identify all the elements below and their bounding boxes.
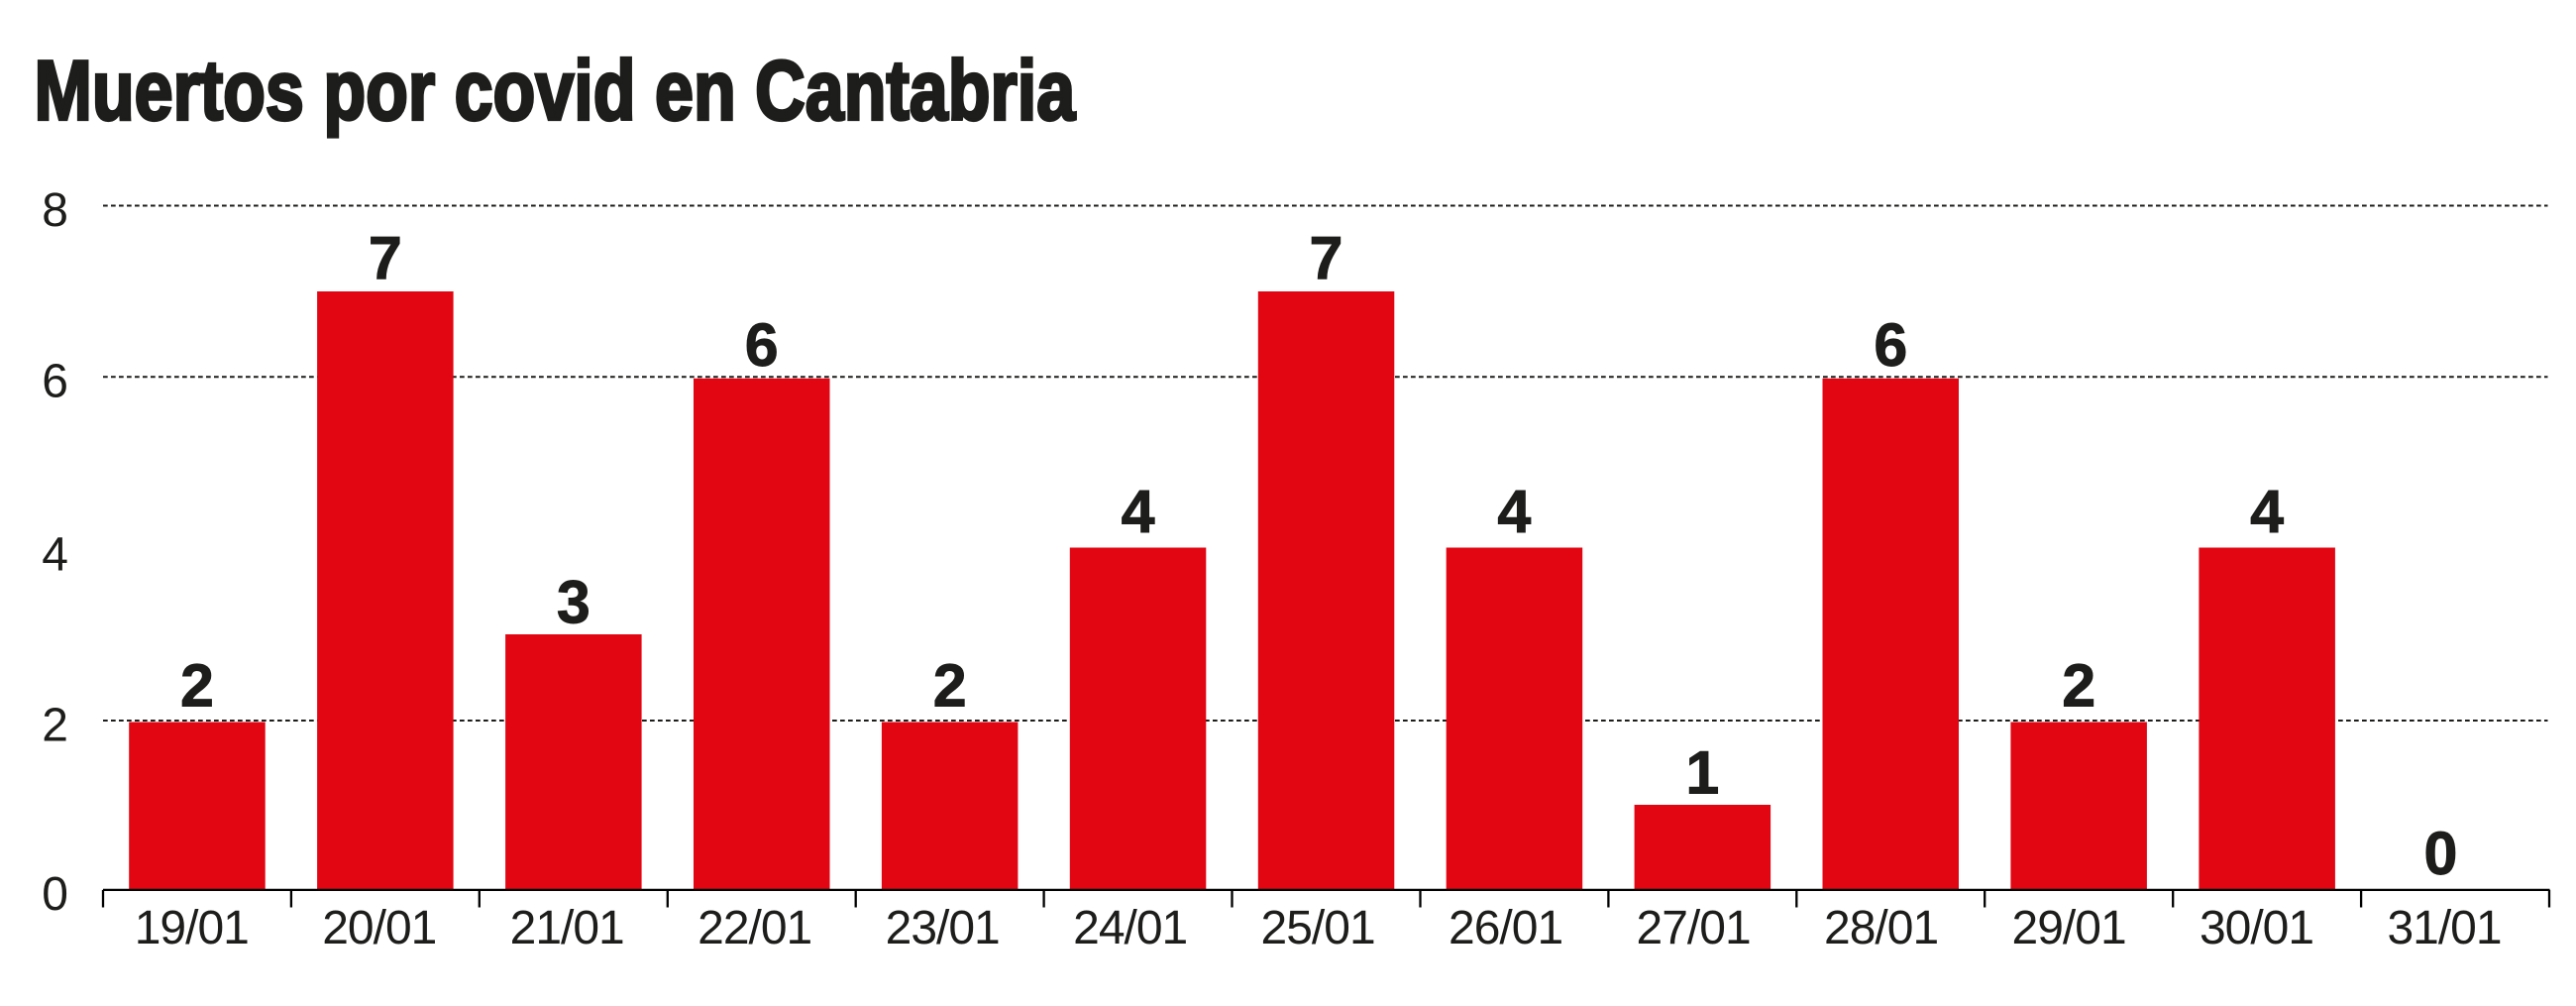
svg-text:0: 0 <box>42 868 68 921</box>
svg-text:2: 2 <box>933 652 967 720</box>
svg-text:30/01: 30/01 <box>2200 902 2313 954</box>
svg-text:21/01: 21/01 <box>510 902 624 954</box>
svg-text:24/01: 24/01 <box>1073 902 1187 954</box>
svg-text:4: 4 <box>2250 478 2284 545</box>
svg-text:6: 6 <box>1874 311 1907 379</box>
svg-text:7: 7 <box>1310 225 1343 292</box>
svg-text:6: 6 <box>745 311 779 379</box>
svg-text:4: 4 <box>42 529 68 582</box>
svg-text:2: 2 <box>180 652 214 720</box>
svg-text:7: 7 <box>369 225 402 292</box>
svg-text:0: 0 <box>2424 820 2458 887</box>
svg-text:28/01: 28/01 <box>1824 902 1938 954</box>
svg-text:4: 4 <box>1122 478 1155 545</box>
svg-text:19/01: 19/01 <box>135 902 249 954</box>
svg-text:25/01: 25/01 <box>1261 902 1375 954</box>
svg-text:1: 1 <box>1685 739 1719 807</box>
svg-text:22/01: 22/01 <box>698 902 811 954</box>
svg-text:2: 2 <box>2062 652 2095 720</box>
svg-text:Muertos por covid en Cantabria: Muertos por covid en Cantabria <box>35 43 1076 138</box>
svg-text:20/01: 20/01 <box>322 902 436 954</box>
svg-text:23/01: 23/01 <box>886 902 1000 954</box>
svg-text:4: 4 <box>1497 478 1531 545</box>
svg-text:2: 2 <box>42 699 68 751</box>
svg-text:29/01: 29/01 <box>2012 902 2126 954</box>
svg-text:31/01: 31/01 <box>2387 902 2501 954</box>
svg-text:8: 8 <box>42 184 68 237</box>
svg-text:3: 3 <box>557 569 590 636</box>
svg-text:26/01: 26/01 <box>1449 902 1562 954</box>
svg-text:27/01: 27/01 <box>1637 902 1751 954</box>
svg-text:6: 6 <box>42 356 68 408</box>
